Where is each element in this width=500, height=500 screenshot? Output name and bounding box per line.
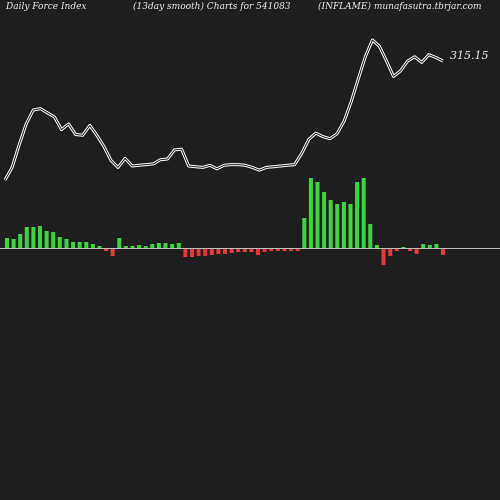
- force-bar: [295, 249, 300, 251]
- smooth-line-inner: [4, 39, 444, 181]
- force-bar: [5, 238, 9, 248]
- force-bar: [361, 178, 366, 248]
- force-bar: [289, 249, 294, 251]
- force-bar: [315, 182, 320, 248]
- force-bar: [97, 246, 102, 248]
- force-bar: [44, 231, 49, 248]
- force-bar: [282, 249, 287, 251]
- force-bar: [170, 244, 175, 248]
- force-bar: [414, 249, 419, 254]
- force-bar: [190, 249, 194, 257]
- force-bar: [117, 238, 122, 248]
- force-bar: [394, 249, 399, 251]
- force-bar: [176, 243, 181, 248]
- force-bar: [38, 226, 42, 248]
- force-bar: [328, 200, 333, 248]
- force-bar: [348, 204, 353, 248]
- force-bar: [308, 178, 313, 248]
- force-bar: [341, 202, 346, 248]
- force-bar: [262, 249, 267, 252]
- chart-title: Daily Force Index: [6, 2, 87, 12]
- force-bar: [123, 246, 128, 248]
- force-bar: [216, 249, 221, 254]
- force-bar: [51, 232, 56, 248]
- force-bar: [90, 244, 95, 248]
- force-bar: [374, 245, 379, 248]
- force-bar: [130, 246, 135, 248]
- force-bar: [249, 249, 254, 252]
- force-bar: [64, 239, 69, 248]
- force-bar: [335, 204, 340, 248]
- force-bar: [441, 249, 445, 255]
- smooth-line-outer: [3, 38, 444, 181]
- force-bar: [143, 246, 148, 248]
- force-bar: [421, 244, 426, 248]
- force-bar: [388, 249, 393, 256]
- force-bar: [223, 249, 227, 254]
- force-bar: [57, 237, 62, 248]
- force-bar: [322, 192, 327, 248]
- force-bar: [269, 249, 274, 251]
- force-bar: [104, 249, 109, 251]
- force-bar: [163, 243, 168, 248]
- force-bar: [24, 227, 29, 248]
- chart-source-text: (INFLAME) munafasutra.tbrjar.com: [318, 2, 482, 12]
- last-value-label: 315.15: [450, 49, 489, 62]
- force-bar: [368, 224, 373, 248]
- force-bar: [355, 182, 360, 248]
- force-bar: [18, 234, 23, 248]
- force-bar: [156, 243, 161, 248]
- force-bar: [434, 244, 439, 248]
- force-bar: [209, 249, 214, 255]
- force-bar: [427, 245, 432, 248]
- force-bar: [401, 247, 406, 248]
- force-bar: [71, 242, 76, 248]
- force-bar: [150, 244, 155, 248]
- force-bar: [11, 239, 16, 248]
- force-bar: [256, 249, 260, 255]
- force-bar: [242, 249, 247, 252]
- force-bar: [408, 249, 412, 251]
- force-bar: [77, 242, 82, 248]
- force-bar: [275, 249, 280, 251]
- chart-subtitle: (13day smooth) Charts for 541083: [133, 2, 291, 12]
- force-bar: [137, 245, 142, 248]
- force-bar: [84, 242, 89, 248]
- force-bar: [381, 249, 386, 265]
- force-bar: [236, 249, 241, 252]
- force-bar: [110, 249, 115, 256]
- force-bar: [31, 227, 36, 248]
- force-bar: [183, 249, 188, 257]
- force-bar: [302, 218, 307, 248]
- force-bar: [203, 249, 208, 256]
- force-bar: [229, 249, 234, 253]
- force-bar: [196, 249, 201, 256]
